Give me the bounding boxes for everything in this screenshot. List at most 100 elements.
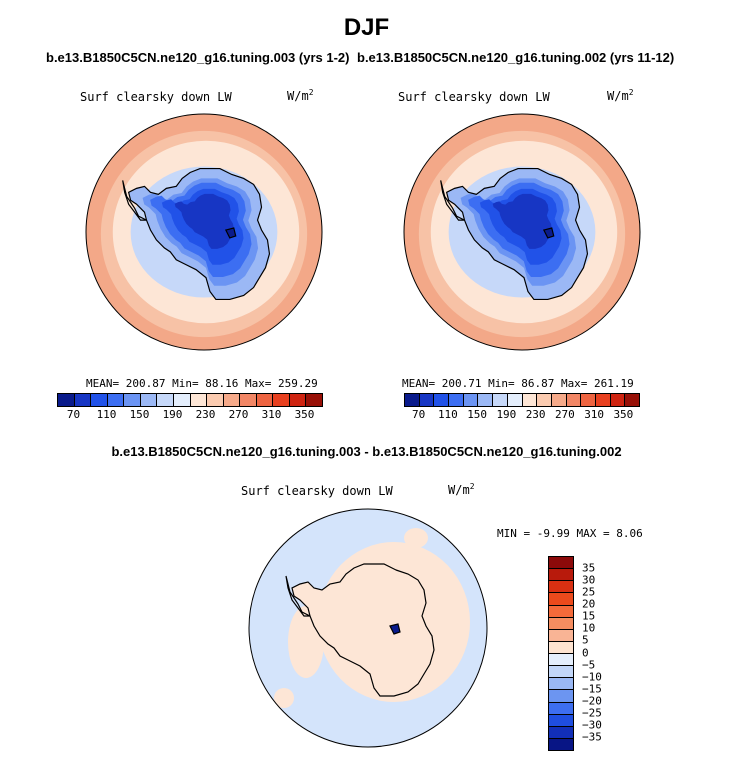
- diff-colorbar-swatch: [549, 569, 573, 582]
- colorbar-tick-label: 230: [525, 408, 546, 421]
- diff-colorbar-swatch: [549, 726, 573, 739]
- colorbar-tick-label: 150: [129, 408, 150, 421]
- colorbar-swatch: [107, 394, 125, 406]
- colorbar-swatch: [140, 394, 158, 406]
- colorbar-tick-label: 310: [584, 408, 605, 421]
- colorbar-swatch: [74, 394, 92, 406]
- colorbar-tick-label: 230: [195, 408, 216, 421]
- diff-colorbar-swatch: [549, 678, 573, 691]
- colorbar-swatch: [463, 394, 479, 406]
- coastline: [224, 227, 237, 239]
- coastline: [127, 167, 271, 301]
- diff-colorbar-tick-label: −25: [582, 706, 602, 720]
- colorbar-swatch: [223, 394, 241, 406]
- diff-colorbar-tick-label: 10: [582, 621, 596, 635]
- diff-colorbar-swatch: [549, 666, 573, 679]
- colorbar-swatch: [595, 394, 611, 406]
- colorbar-swatch: [419, 394, 435, 406]
- colorbar-swatch: [507, 394, 523, 406]
- right-units-label: W/m2: [607, 88, 634, 103]
- page-title: DJF: [343, 14, 390, 41]
- colorbar-tick-label: 70: [66, 408, 81, 421]
- coastline: [285, 575, 311, 617]
- map-border: [403, 113, 641, 351]
- colorbar-swatch: [190, 394, 208, 406]
- diff-colorbar-tick-label: 25: [582, 585, 596, 599]
- diff-colorbar-swatch: [549, 714, 573, 727]
- map-contour: [274, 688, 294, 708]
- colorbar-tick-label: 150: [467, 408, 488, 421]
- diff-colorbar-tick-label: −35: [582, 730, 602, 744]
- colorbar-swatch: [493, 394, 508, 406]
- colorbar-swatch: [207, 394, 224, 406]
- colorbar-swatch: [58, 394, 75, 406]
- diff-colorbar-tick-label: −10: [582, 670, 602, 684]
- diff-colorbar-swatch: [549, 629, 573, 642]
- colorbar-tick-label: 190: [162, 408, 183, 421]
- map-contour: [492, 193, 552, 249]
- colorbar-tick-label: 190: [496, 408, 517, 421]
- left-colorbar: [57, 393, 323, 407]
- left-colorbar-ticks: 70 110 150 190 230 270 310 350: [57, 408, 321, 422]
- left-case-title: b.e13.B1850C5CN.ne120_g16.tuning.003 (yr…: [46, 50, 350, 65]
- coastline: [445, 167, 589, 301]
- right-polar-map: [403, 113, 641, 351]
- diff-colorbar-tick-label: −20: [582, 694, 602, 708]
- colorbar-swatch: [434, 394, 450, 406]
- diff-colorbar-swatch: [549, 557, 573, 570]
- colorbar-swatch: [551, 394, 567, 406]
- left-units-label: W/m2: [287, 88, 314, 103]
- colorbar-swatch: [91, 394, 108, 406]
- coastline: [291, 563, 435, 697]
- diff-colorbar-tick-label: 20: [582, 597, 596, 611]
- colorbar-swatch: [478, 394, 494, 406]
- difference-units-label: W/m2: [448, 482, 475, 497]
- colorbar-swatch: [256, 394, 274, 406]
- map-contour: [292, 564, 434, 696]
- colorbar-swatch: [273, 394, 290, 406]
- diff-colorbar-swatch: [549, 581, 573, 594]
- diff-colorbar-swatch: [549, 690, 573, 703]
- diff-colorbar-swatch: [549, 593, 573, 606]
- diff-colorbar-tick-label: −5: [582, 658, 596, 672]
- difference-colorbar-ticks: 35 30 25 20 15 10 5 0 −5 −10 −15 −20 −25 −30 −35: [582, 556, 622, 749]
- coastline: [440, 180, 465, 221]
- colorbar-swatch: [537, 394, 552, 406]
- left-stats: MEAN= 200.87 Min= 88.16 Max= 259.29: [86, 377, 318, 390]
- diff-colorbar-swatch: [549, 654, 573, 667]
- map-border: [85, 113, 323, 351]
- coastline: [389, 623, 401, 635]
- right-colorbar: [404, 393, 640, 407]
- colorbar-swatch: [610, 394, 626, 406]
- colorbar-tick-label: 350: [294, 408, 315, 421]
- difference-colorbar: [548, 556, 574, 751]
- diff-colorbar-swatch: [549, 641, 573, 654]
- colorbar-tick-label: 70: [412, 408, 426, 421]
- colorbar-swatch: [522, 394, 538, 406]
- colorbar-swatch: [124, 394, 141, 406]
- diff-colorbar-swatch: [549, 617, 573, 630]
- left-variable-label: Surf clearsky down LW: [80, 90, 232, 104]
- colorbar-swatch: [289, 394, 307, 406]
- colorbar-tick-label: 310: [261, 408, 282, 421]
- coastline: [542, 227, 555, 239]
- map-contour: [174, 193, 234, 249]
- left-polar-map: [85, 113, 323, 351]
- difference-polar-map: [248, 508, 488, 748]
- diff-colorbar-tick-label: −30: [582, 718, 602, 732]
- diff-colorbar-tick-label: −15: [582, 682, 602, 696]
- right-variable-label: Surf clearsky down LW: [398, 90, 550, 104]
- colorbar-tick-label: 350: [613, 408, 634, 421]
- diff-colorbar-swatch: [549, 605, 573, 618]
- diff-colorbar-tick-label: 30: [582, 573, 596, 587]
- diff-colorbar-tick-label: 5: [582, 633, 589, 647]
- difference-title: b.e13.B1850C5CN.ne120_g16.tuning.003 - b…: [111, 444, 622, 459]
- colorbar-tick-label: 270: [228, 408, 249, 421]
- difference-variable-label: Surf clearsky down LW: [241, 484, 393, 498]
- diff-colorbar-tick-label: 35: [582, 561, 596, 575]
- colorbar-tick-label: 110: [437, 408, 458, 421]
- map-border: [248, 508, 488, 748]
- colorbar-swatch: [157, 394, 174, 406]
- diff-colorbar-swatch: [549, 738, 573, 750]
- right-case-title: b.e13.B1850C5CN.ne120_g16.tuning.002 (yr…: [357, 50, 675, 65]
